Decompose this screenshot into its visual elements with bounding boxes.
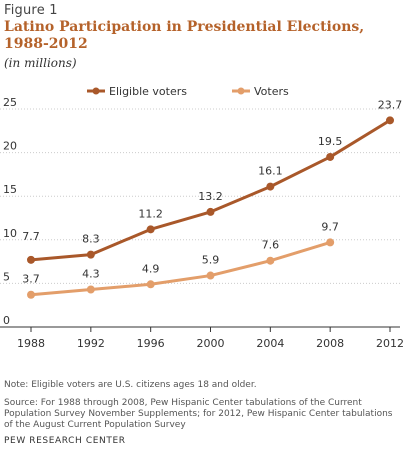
x-tick-label: 2008 [316, 337, 344, 350]
legend-swatch-marker [237, 87, 245, 95]
data-label: 8.3 [82, 233, 100, 246]
x-axis: 1988 1992 1996 2000 2004 2008 2012 [0, 326, 404, 350]
x-tick-label: 1996 [137, 337, 165, 350]
legend-swatch-marker [92, 87, 100, 95]
series-line [30, 240, 331, 297]
chart-note: Note: Eligible voters are U.S. citizens … [4, 380, 257, 390]
x-tick-label: 2004 [256, 337, 284, 350]
y-tick-label: 5 [3, 270, 10, 283]
legend-label: Eligible voters [109, 85, 187, 98]
data-point [206, 207, 215, 216]
data-label: 16.1 [258, 165, 283, 178]
data-label: 19.5 [318, 135, 343, 148]
data-label: 23.7 [378, 98, 403, 111]
data-point [326, 152, 335, 161]
data-point [86, 285, 95, 294]
data-point [86, 250, 95, 259]
data-label: 9.7 [321, 220, 339, 233]
data-point [146, 280, 155, 289]
data-label: 3.7 [22, 273, 40, 286]
data-point [146, 225, 155, 234]
data-label: 11.2 [138, 207, 163, 220]
data-label: 4.9 [142, 262, 160, 275]
y-tick-label: 0 [3, 314, 10, 327]
x-tick-label: 1988 [17, 337, 45, 350]
y-tick-label: 15 [3, 183, 17, 196]
data-point [266, 256, 275, 265]
gridlines: 0 5 10 15 20 25 [0, 96, 400, 327]
y-tick-label: 25 [3, 96, 17, 109]
data-point [386, 116, 394, 125]
x-tick-label: 2012 [376, 337, 404, 350]
organization-name: PEW RESEARCH CENTER [4, 436, 126, 446]
x-tick-label: 1992 [77, 337, 105, 350]
data-label: 4.3 [82, 268, 100, 281]
data-point [206, 271, 215, 280]
chart-subtitle: (in millions) [4, 56, 77, 70]
chart-source: Source: For 1988 through 2008, Pew Hispa… [4, 398, 393, 430]
legend-label: Voters [254, 85, 289, 98]
figure-label: Figure 1 [4, 3, 58, 18]
data-point [27, 255, 35, 264]
data-label: 7.6 [262, 239, 280, 252]
chart-title: Latino Participation in Presidential Ele… [4, 19, 365, 52]
data-labels: 7.7 8.3 11.2 13.2 16.1 19.5 23.7 3.7 4.3 4.9 5.9 7.… [22, 98, 402, 285]
series-lines [27, 116, 394, 299]
data-point [27, 290, 35, 299]
data-point [326, 238, 335, 247]
y-tick-label: 10 [3, 227, 17, 240]
chart-legend: Eligible voters Voters [87, 85, 289, 98]
y-tick-label: 20 [3, 140, 17, 153]
line-chart: 0 5 10 15 20 25 Eligible voters Voters 7.7 8.3 1… [0, 85, 404, 350]
data-label: 13.2 [198, 190, 223, 203]
data-label: 5.9 [202, 254, 220, 267]
data-label: 7.7 [22, 230, 40, 243]
data-point [266, 182, 275, 191]
x-tick-label: 2000 [197, 337, 225, 350]
